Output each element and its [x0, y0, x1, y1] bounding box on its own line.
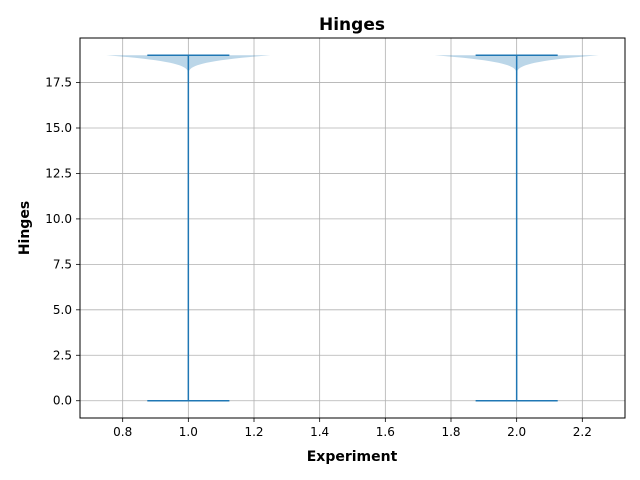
chart-title: Hinges	[319, 15, 385, 35]
x-tick-label: 2.2	[573, 425, 592, 439]
axis-ticks: 0.8 1.0 1.2 1.4 1.6 1.8 2.0 2.2 0.0 2.5 5.0 7.5 10.0…	[45, 76, 592, 439]
x-axis-label: Experiment	[307, 449, 398, 465]
y-tick-label: 15.0	[45, 121, 72, 135]
y-tick-label: 0.0	[53, 394, 72, 408]
y-tick-label: 5.0	[53, 303, 72, 317]
x-tick-label: 1.2	[244, 425, 263, 439]
x-tick-label: 0.8	[113, 425, 132, 439]
y-tick-label: 7.5	[53, 257, 72, 271]
x-tick-label: 1.0	[179, 425, 198, 439]
grid-lines	[80, 38, 625, 418]
y-axis-label: Hinges	[17, 201, 33, 255]
plot-area-frame	[79, 37, 626, 419]
x-tick-label: 1.6	[376, 425, 395, 439]
x-tick-label: 2.0	[507, 425, 526, 439]
y-tick-label: 2.5	[53, 348, 72, 362]
y-tick-label: 10.0	[45, 212, 72, 226]
x-tick-label: 1.4	[310, 425, 329, 439]
x-tick-label: 1.8	[441, 425, 460, 439]
y-tick-label: 17.5	[45, 76, 72, 90]
violin-series	[106, 54, 599, 402]
y-tick-label: 12.5	[45, 166, 72, 180]
